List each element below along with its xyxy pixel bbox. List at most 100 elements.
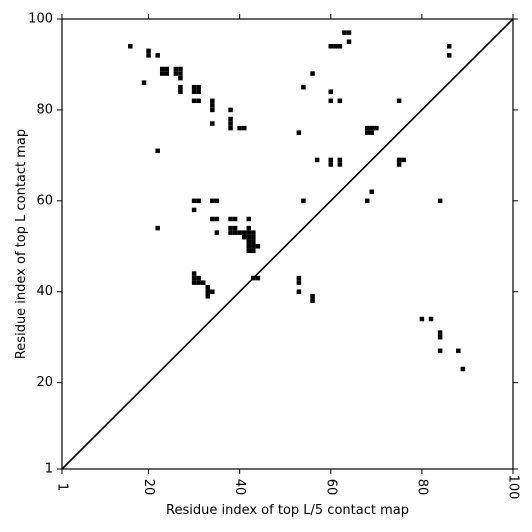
plot-frame [61,18,514,470]
contact-cell [196,84,201,90]
contact-cell [460,366,466,372]
contact-cell [241,234,247,240]
contact-cell [437,330,443,335]
contact-cell [178,71,183,76]
contact-cell [296,275,302,281]
contact-cell [191,271,197,276]
contact-cell [146,53,151,58]
contact-cell [210,216,215,222]
contact-cell [191,198,197,204]
contact-cell [251,244,256,249]
contact-cell [214,198,220,204]
contact-cell [337,44,343,49]
contact-cell [246,230,252,235]
contact-cell [178,84,183,90]
contact-cell [210,107,215,113]
contact-cell [228,230,233,235]
contact-cell [456,348,461,354]
x-tick-label: 60 [323,479,338,496]
contact-cell [159,66,165,72]
contact-cell [205,294,211,299]
contact-cell [164,71,170,76]
x-axis-title: Residue index of top L/5 contact map [166,503,409,518]
contact-cell [251,248,256,254]
contact-cell [246,244,252,249]
contact-cell [437,198,443,204]
contact-cell [296,130,302,135]
contact-cell [191,207,197,213]
contact-cell [210,289,215,294]
x-tick-label: 100 [506,475,521,500]
contact-cell [205,289,211,294]
contact-cell [228,225,233,231]
diagonal-line [61,18,514,470]
contact-cell [241,125,247,131]
contact-cell [374,125,379,131]
contact-cell [333,44,338,49]
contact-cell [246,225,252,231]
contact-cell [328,157,334,163]
contact-cell [396,162,402,167]
contact-cell [369,189,375,194]
contact-cell [237,230,242,235]
contact-cell [328,89,334,94]
contact-cell [369,125,375,131]
contact-cell [296,289,302,294]
contact-cell [155,148,160,154]
contact-cell [228,216,233,222]
contact-cell [164,66,170,72]
contact-cell [255,275,261,281]
contact-cell [251,239,256,244]
contact-cell [155,53,160,58]
contact-cell [337,98,343,104]
contact-cell [328,162,334,167]
contact-cell [396,98,402,104]
contact-cell [191,275,197,281]
contact-cell [446,53,452,58]
contact-cell [310,294,315,299]
contact-cell [437,348,443,354]
contact-cell [251,230,256,235]
contact-cell [159,71,165,76]
contact-cell [296,280,302,285]
contact-cell [246,216,252,222]
contact-cell [196,98,201,104]
contact-cell [337,157,343,163]
contact-cell [155,225,160,231]
contact-cell [396,157,402,163]
contact-cell [232,216,238,222]
contact-cell [228,107,233,113]
y-axis-title: Residue index of top L contact map [14,129,29,359]
x-tick-label: 80 [414,479,429,496]
x-tick-label: 20 [141,479,156,496]
contact-cell [205,284,211,290]
contact-cell [437,334,443,340]
contact-cell [346,39,352,44]
contact-cell [210,198,215,204]
contact-cell [178,89,183,94]
contact-cell [178,75,183,81]
contact-cell [232,230,238,235]
contact-cell [141,80,147,85]
contact-cell [364,125,370,131]
contact-cell [200,280,206,285]
contact-cell [232,225,238,231]
contact-cell [246,248,252,254]
y-tick-label: 100 [28,12,53,27]
y-tick-label: 40 [36,284,53,299]
contact-cell [251,234,256,240]
contact-cell [196,275,201,281]
contact-cell [346,30,352,35]
contact-cell [228,121,233,126]
contact-cell [428,316,434,322]
contact-cell [173,71,179,76]
contact-cell [146,48,151,54]
contact-cell [214,230,220,235]
contact-cell [173,66,179,72]
x-axis-ticks: 1 20 40 60 80 100 [55,14,521,499]
contact-cell [246,234,252,240]
contact-cell [401,157,406,163]
contact-cell [228,125,233,131]
x-tick-label: 40 [232,479,247,496]
